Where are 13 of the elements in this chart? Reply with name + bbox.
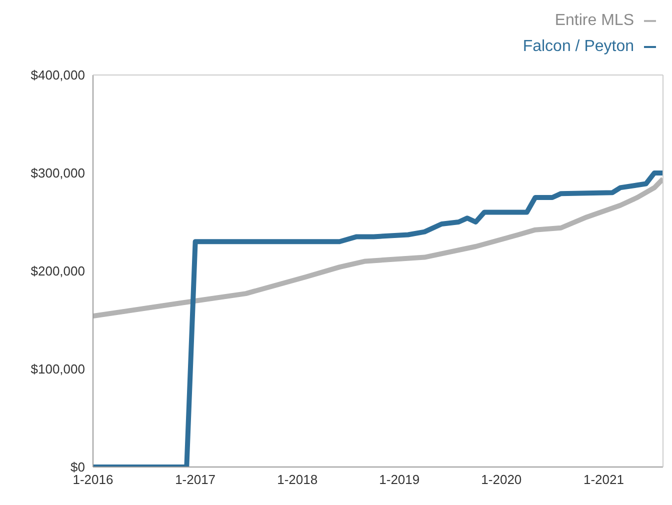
y-tick-label: $300,000: [30, 166, 85, 181]
y-tick-label: $200,000: [30, 264, 85, 279]
y-tick-label: $100,000: [30, 362, 85, 377]
legend-label: Falcon / Peyton: [522, 37, 635, 57]
x-tick-label: 1-2019: [379, 472, 420, 488]
x-tick-label: 1-2017: [175, 472, 216, 488]
x-tick-label: 1-2020: [481, 472, 522, 488]
legend-label: Entire MLS: [554, 11, 635, 31]
y-tick-label: $0: [70, 460, 85, 475]
x-tick-label: 1-2016: [72, 472, 114, 488]
x-tick-label: 1-2018: [277, 472, 318, 488]
y-tick-label: $400,000: [30, 68, 85, 83]
x-tick-label: 1-2021: [583, 472, 624, 488]
